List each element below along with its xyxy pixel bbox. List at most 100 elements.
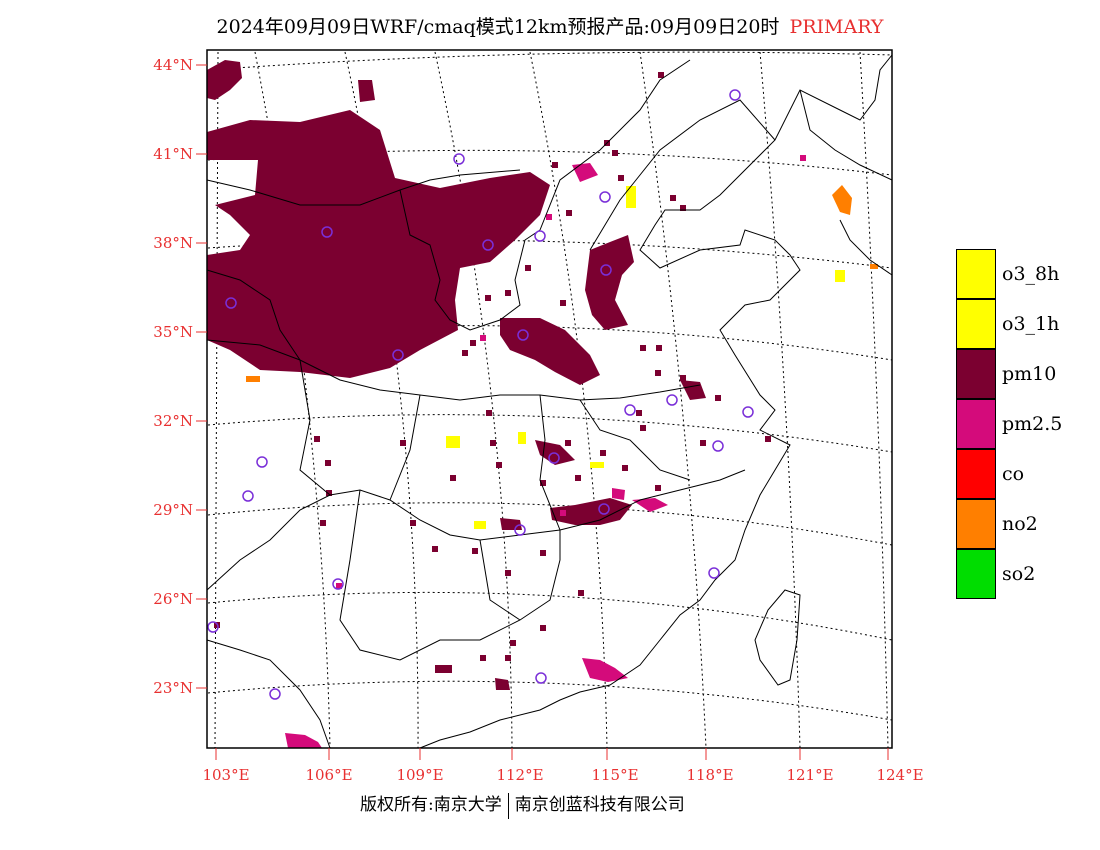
pollutant-cell <box>546 214 552 220</box>
legend-swatch <box>956 299 996 349</box>
inner-boundary-12 <box>539 59 691 231</box>
copyright-company: 南京创蓝科技有限公司 <box>514 795 685 815</box>
station-marker <box>599 191 611 203</box>
pollutant-cell <box>400 440 406 446</box>
lat-label-26: 26°N <box>153 590 193 608</box>
pm25-region-southwest <box>285 733 322 748</box>
pollutant-cell <box>575 475 581 481</box>
station-marker <box>534 230 546 242</box>
pollutant-cell <box>552 162 558 168</box>
pm25-region-c <box>612 488 625 500</box>
station-marker <box>256 456 268 468</box>
pollutant-cell <box>490 440 496 446</box>
station-marker <box>225 297 237 309</box>
legend-swatch <box>956 399 996 449</box>
pollutant-cell <box>700 440 706 446</box>
footer-separator <box>507 792 509 819</box>
station-marker <box>548 452 560 464</box>
lat-label-41: 41°N <box>153 145 193 163</box>
pollutant-cell <box>600 450 606 456</box>
lon-label-115: 115°E <box>591 766 638 784</box>
pollutant-cell <box>640 345 646 351</box>
pm10-region-a <box>318 205 345 238</box>
primary-tag: PRIMARY <box>789 16 884 38</box>
inner-boundary-7 <box>539 394 561 531</box>
station-marker <box>207 621 219 633</box>
lon-label-124: 124°E <box>876 766 923 784</box>
pollutant-cell <box>525 265 531 271</box>
station-marker <box>666 394 678 406</box>
pollutant-cell <box>618 175 624 181</box>
pollutant-cell <box>505 290 511 296</box>
pollutant-cell <box>325 460 331 466</box>
pollutant-cell <box>560 300 566 306</box>
station-marker <box>598 503 610 515</box>
inner-boundary-5 <box>299 359 331 496</box>
station-marker <box>332 578 344 590</box>
pollutant-cell <box>636 410 642 416</box>
station-marker <box>600 264 612 276</box>
station-marker <box>242 490 254 502</box>
legend-label: pm2.5 <box>1002 413 1063 435</box>
lat-label-29: 29°N <box>153 501 193 519</box>
lat-label-35: 35°N <box>153 323 193 341</box>
pm25-regions <box>285 163 668 748</box>
inner-boundary-13 <box>206 269 301 361</box>
station-marker <box>517 329 529 341</box>
copyright-owner: 版权所有:南京大学 <box>360 795 502 815</box>
pollutant-cell <box>658 72 664 78</box>
station-marker <box>482 239 494 251</box>
pollutant-cell <box>565 440 571 446</box>
station-marker <box>708 567 720 579</box>
pollutant-cell <box>410 520 416 526</box>
pollutant-cell <box>670 195 676 201</box>
station-marker <box>712 440 724 452</box>
legend-label: pm10 <box>1002 363 1057 385</box>
pollutant-cell <box>715 395 721 401</box>
pm10-region-i <box>435 665 452 673</box>
pm25-region-b <box>572 163 598 182</box>
pollutant-cell <box>540 550 546 556</box>
legend-label: o3_1h <box>1002 313 1060 335</box>
pm25-region-a <box>632 498 668 512</box>
korea-border <box>799 89 893 181</box>
legend-label: co <box>1002 463 1025 485</box>
lon-label-112: 112°E <box>496 766 543 784</box>
lat-label-38: 38°N <box>153 234 193 252</box>
station-marker <box>729 89 741 101</box>
pollutant-cell <box>655 370 661 376</box>
pollutant-cell <box>800 155 806 161</box>
station-marker <box>535 672 547 684</box>
no2-regions <box>246 185 878 382</box>
pollutant-cell <box>485 295 491 301</box>
pollutant-cell <box>656 345 662 351</box>
station-markers <box>207 89 754 700</box>
legend-swatch <box>956 249 996 299</box>
pollutant-cell <box>765 436 771 442</box>
pollutant-cell <box>470 340 476 346</box>
lon-label-109: 109°E <box>396 766 443 784</box>
pollutant-cell <box>622 465 628 471</box>
station-marker <box>392 349 404 361</box>
pollutant-cell <box>578 590 584 596</box>
pollutant-cell <box>540 480 546 486</box>
lon-label-103: 103°E <box>202 766 249 784</box>
legend-swatch <box>956 549 996 599</box>
pm10-region-c <box>500 318 600 385</box>
pollutant-cell <box>486 410 492 416</box>
map-title: 2024年09月09日WRF/cmaq模式12km预报产品:09月09日20时 P… <box>0 12 1100 39</box>
station-marker <box>321 226 333 238</box>
station-marker <box>269 688 281 700</box>
legend-label: o3_8h <box>1002 263 1060 285</box>
copyright-footer: 版权所有:南京大学 南京创蓝科技有限公司 <box>360 790 685 819</box>
inner-boundary-1 <box>206 169 521 206</box>
pollutant-cell <box>655 485 661 491</box>
lon-label-118: 118°E <box>686 766 733 784</box>
pollutant-cell <box>432 546 438 552</box>
legend-swatch <box>956 349 996 399</box>
pollutant-cell <box>472 548 478 554</box>
coastline <box>419 54 893 749</box>
inner-boundary-4 <box>206 469 746 591</box>
pm25-region-south <box>582 658 628 682</box>
